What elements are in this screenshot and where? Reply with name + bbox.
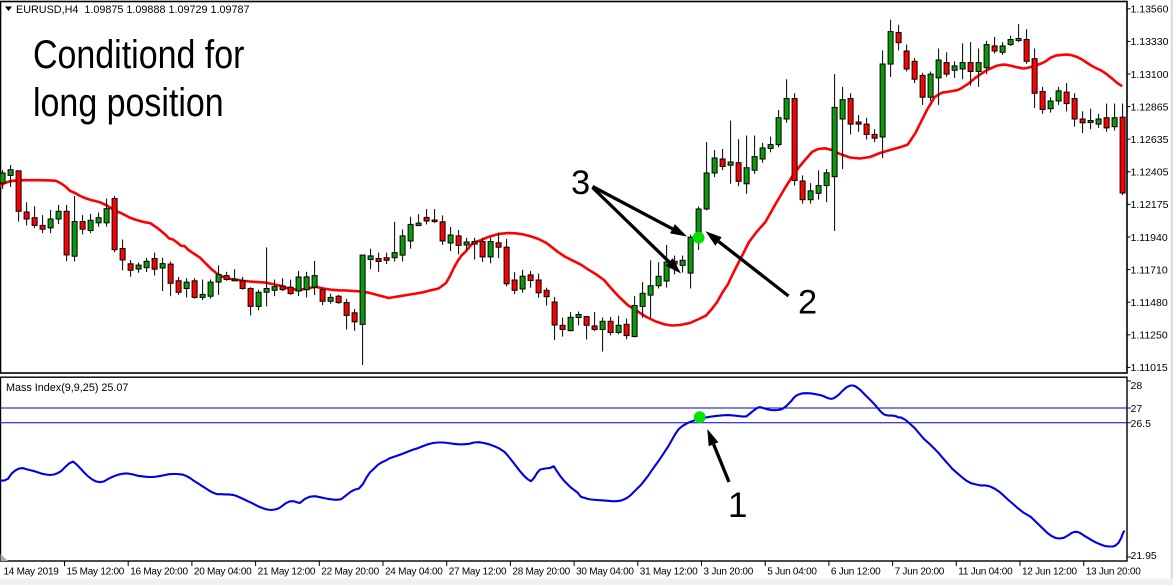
svg-text:3: 3 (571, 164, 590, 202)
svg-text:27 May 12:00: 27 May 12:00 (449, 567, 507, 578)
svg-text:31 May 12:00: 31 May 12:00 (640, 567, 698, 578)
svg-text:1.12865: 1.12865 (1131, 101, 1169, 113)
svg-text:26.5: 26.5 (1131, 418, 1152, 430)
svg-text:30 May 04:00: 30 May 04:00 (576, 567, 634, 578)
svg-text:27: 27 (1131, 403, 1143, 415)
svg-text:2: 2 (798, 284, 817, 322)
svg-text:1.13100: 1.13100 (1131, 69, 1169, 81)
svg-text:21 May 12:00: 21 May 12:00 (258, 567, 316, 578)
svg-text:12 Jun 12:00: 12 Jun 12:00 (1022, 567, 1078, 578)
svg-text:1.12405: 1.12405 (1131, 167, 1169, 179)
svg-text:1.13330: 1.13330 (1131, 36, 1169, 48)
svg-text:EURUSD,H4 1.09875 1.09888 1.0: EURUSD,H4 1.09875 1.09888 1.09729 1.0978… (16, 4, 250, 16)
svg-text:1.12175: 1.12175 (1131, 199, 1169, 211)
svg-text:11 Jun 04:00: 11 Jun 04:00 (958, 567, 1013, 578)
svg-text:1: 1 (728, 486, 747, 525)
svg-text:28: 28 (1131, 380, 1143, 392)
svg-text:1.11015: 1.11015 (1131, 362, 1168, 374)
svg-text:14 May 2019: 14 May 2019 (4, 567, 60, 578)
svg-text:22 May 20:00: 22 May 20:00 (321, 567, 379, 578)
svg-text:1.11480: 1.11480 (1131, 297, 1168, 309)
svg-text:5 Jun 04:00: 5 Jun 04:00 (767, 567, 817, 578)
svg-text:1.13560: 1.13560 (1131, 4, 1169, 16)
svg-text:28 May 20:00: 28 May 20:00 (512, 567, 570, 578)
svg-text:1.11250: 1.11250 (1131, 330, 1168, 342)
svg-text:1.12635: 1.12635 (1131, 134, 1169, 146)
svg-text:20 May 04:00: 20 May 04:00 (194, 567, 252, 578)
svg-text:1.11940: 1.11940 (1131, 232, 1168, 244)
svg-text:3 Jun 20:00: 3 Jun 20:00 (704, 567, 754, 578)
svg-text:16 May 20:00: 16 May 20:00 (130, 567, 188, 578)
svg-text:6 Jun 12:00: 6 Jun 12:00 (831, 567, 881, 578)
svg-text:7 Jun 20:00: 7 Jun 20:00 (895, 567, 945, 578)
svg-text:24 May 04:00: 24 May 04:00 (385, 567, 443, 578)
svg-text:13 Jun 20:00: 13 Jun 20:00 (1086, 567, 1142, 578)
svg-text:Mass Index(9,9,25) 25.07: Mass Index(9,9,25) 25.07 (6, 382, 128, 394)
svg-text:21.95: 21.95 (1131, 550, 1157, 562)
svg-text:1.11710: 1.11710 (1131, 264, 1168, 276)
svg-text:15 May 12:00: 15 May 12:00 (67, 567, 125, 578)
